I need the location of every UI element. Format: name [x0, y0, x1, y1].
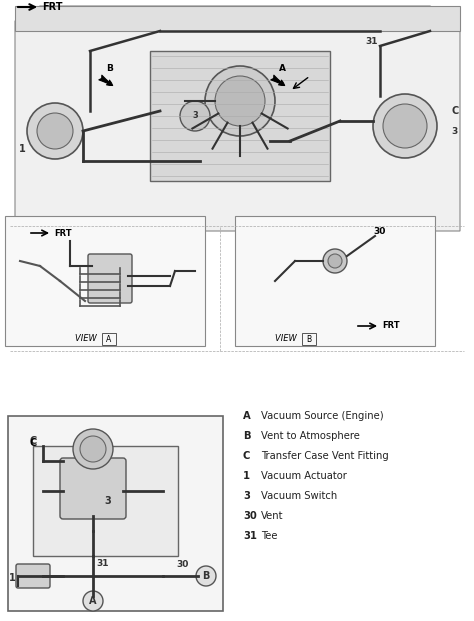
- Text: FRT: FRT: [54, 229, 72, 237]
- Circle shape: [73, 429, 113, 469]
- Text: 1: 1: [243, 471, 250, 481]
- Circle shape: [27, 103, 83, 159]
- Text: B: B: [243, 431, 250, 441]
- Text: A: A: [243, 411, 251, 421]
- FancyBboxPatch shape: [5, 216, 205, 346]
- Text: Vent to Atmosphere: Vent to Atmosphere: [261, 431, 360, 441]
- Text: 3: 3: [452, 127, 458, 135]
- Text: C: C: [451, 106, 459, 116]
- Text: 30: 30: [374, 227, 386, 235]
- Text: C: C: [243, 451, 250, 461]
- Circle shape: [205, 66, 275, 136]
- Text: C: C: [29, 436, 36, 446]
- Text: B: B: [202, 571, 210, 581]
- Text: A: A: [279, 64, 285, 73]
- Circle shape: [37, 113, 73, 149]
- Text: Tee: Tee: [261, 531, 277, 541]
- Text: 31: 31: [366, 37, 378, 45]
- Circle shape: [180, 101, 210, 131]
- Circle shape: [80, 436, 106, 462]
- Text: 30: 30: [177, 560, 189, 569]
- Text: 3: 3: [105, 496, 111, 506]
- FancyBboxPatch shape: [8, 416, 223, 611]
- FancyBboxPatch shape: [33, 446, 178, 556]
- Text: B: B: [306, 335, 311, 343]
- Polygon shape: [15, 6, 460, 31]
- Text: 3: 3: [192, 112, 198, 120]
- FancyBboxPatch shape: [235, 216, 435, 346]
- Text: A: A: [106, 335, 111, 343]
- Text: 1: 1: [18, 144, 26, 154]
- Polygon shape: [15, 6, 460, 231]
- Circle shape: [383, 104, 427, 148]
- Text: Vacuum Actuator: Vacuum Actuator: [261, 471, 347, 481]
- Text: VIEW: VIEW: [75, 334, 100, 343]
- Text: Vacuum Source (Engine): Vacuum Source (Engine): [261, 411, 383, 421]
- Circle shape: [215, 76, 265, 126]
- Circle shape: [83, 591, 103, 611]
- Circle shape: [373, 94, 437, 158]
- Circle shape: [196, 566, 216, 586]
- Text: B: B: [107, 64, 113, 73]
- FancyBboxPatch shape: [60, 458, 126, 519]
- Text: 1: 1: [9, 573, 16, 583]
- Text: FRT: FRT: [382, 322, 400, 330]
- Text: 31: 31: [96, 558, 109, 568]
- Text: A: A: [89, 596, 97, 606]
- Circle shape: [323, 249, 347, 273]
- FancyBboxPatch shape: [16, 564, 50, 588]
- Text: 30: 30: [243, 511, 257, 521]
- Text: Transfer Case Vent Fitting: Transfer Case Vent Fitting: [261, 451, 389, 461]
- Text: 3: 3: [243, 491, 250, 501]
- Text: C: C: [29, 438, 36, 448]
- FancyBboxPatch shape: [88, 254, 132, 303]
- Text: 31: 31: [243, 531, 257, 541]
- Text: FRT: FRT: [42, 2, 63, 12]
- Text: VIEW: VIEW: [275, 334, 300, 343]
- Text: Vacuum Switch: Vacuum Switch: [261, 491, 337, 501]
- Circle shape: [328, 254, 342, 268]
- Polygon shape: [150, 51, 330, 181]
- Text: Vent: Vent: [261, 511, 283, 521]
